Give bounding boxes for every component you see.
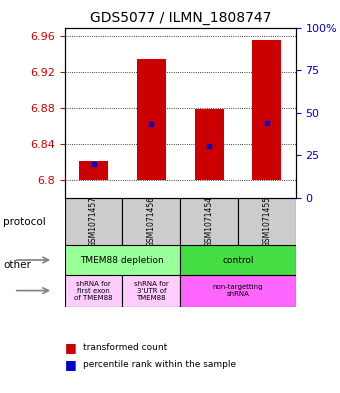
Text: shRNA for
3'UTR of
TMEM88: shRNA for 3'UTR of TMEM88 [134, 281, 169, 301]
Bar [180, 275, 296, 307]
Bar [180, 245, 296, 275]
Text: GSM1071457: GSM1071457 [89, 196, 98, 247]
Bar [79, 161, 108, 180]
Bar [180, 198, 238, 245]
Bar [65, 245, 180, 275]
Text: TMEM88 depletion: TMEM88 depletion [81, 255, 164, 264]
Text: GSM1071456: GSM1071456 [147, 196, 156, 247]
Bar [122, 198, 180, 245]
Text: ■: ■ [65, 341, 76, 354]
Title: GDS5077 / ILMN_1808747: GDS5077 / ILMN_1808747 [89, 11, 271, 25]
Text: control: control [222, 255, 254, 264]
Bar [252, 40, 281, 180]
Text: protocol: protocol [3, 217, 46, 227]
Text: other: other [3, 260, 31, 270]
Bar [194, 109, 224, 180]
Text: GSM1071454: GSM1071454 [205, 196, 214, 247]
Bar [65, 275, 122, 307]
Bar [238, 198, 296, 245]
Bar [137, 59, 166, 180]
Text: percentile rank within the sample: percentile rank within the sample [83, 360, 236, 369]
Text: ■: ■ [65, 358, 76, 371]
Bar [65, 198, 122, 245]
Text: non-targetting
shRNA: non-targetting shRNA [213, 284, 263, 297]
Bar [122, 275, 180, 307]
Text: shRNA for
first exon
of TMEM88: shRNA for first exon of TMEM88 [74, 281, 113, 301]
Text: transformed count: transformed count [83, 343, 168, 352]
Text: GSM1071455: GSM1071455 [262, 196, 271, 247]
